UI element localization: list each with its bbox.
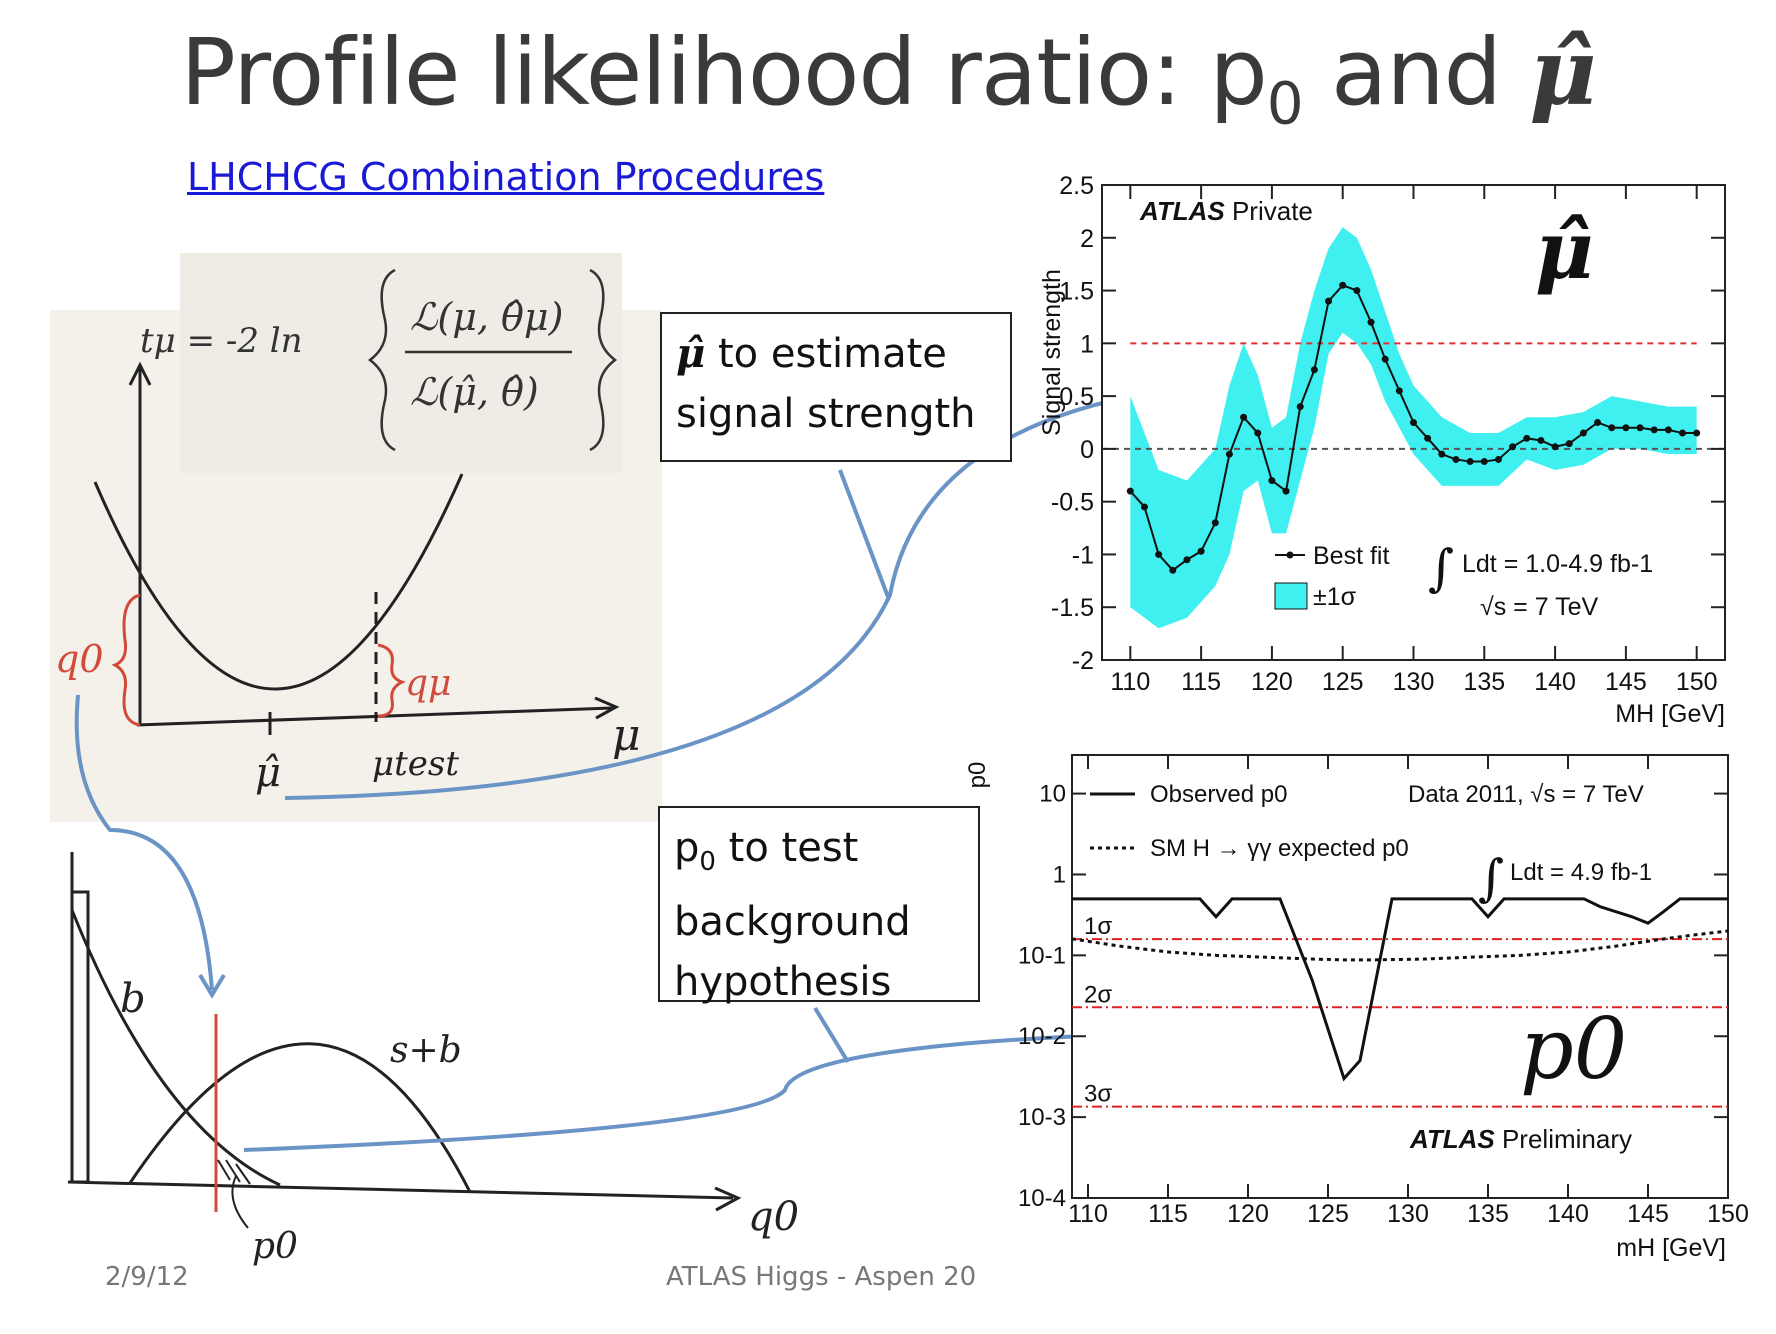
- callout-p0-sub: 0: [699, 847, 716, 877]
- footer-talk-title: ATLAS Higgs - Aspen 20: [666, 1262, 977, 1292]
- p0-callout-pointer: [813, 1006, 850, 1064]
- slide-title: Profile likelihood ratio: p0 and μ̂: [0, 18, 1776, 137]
- qmu-label: qμ: [405, 663, 451, 704]
- tmu-axis-arrow: [128, 361, 152, 386]
- q0-brace: [111, 593, 141, 727]
- formula-lhs: tμ = -2 ln: [140, 321, 303, 361]
- q0-dist-axis: [67, 1180, 734, 1200]
- mu-axis-arrow: [594, 696, 620, 720]
- b-label: b: [120, 976, 146, 1022]
- muhat-callout-pointer: [838, 469, 890, 598]
- p0-shaded-area: [217, 1159, 251, 1185]
- p0-connector: [243, 1028, 1321, 1152]
- callout-p0-p: p: [674, 825, 700, 871]
- formula-brace-right: [589, 268, 618, 452]
- callout-p0-line2: background: [674, 899, 911, 945]
- formula-numerator: ℒ(μ, θ̂μ): [410, 295, 563, 339]
- title-prefix: Profile likelihood ratio: p: [180, 19, 1267, 126]
- callout-p0-rest: to test: [715, 825, 859, 871]
- sb-label: s+b: [390, 1030, 462, 1071]
- formula-paper: [180, 253, 622, 473]
- q0-label: q0: [55, 637, 104, 681]
- q0-to-dist-arrow: [74, 694, 214, 991]
- q0-to-dist-arrowhead: [198, 973, 226, 999]
- formula-brace-left: [367, 268, 396, 452]
- callout-muhat-symbol: μ̂: [676, 330, 706, 377]
- p0-label: p0: [252, 1226, 298, 1267]
- q0-dist-delta-bar: [70, 890, 90, 1184]
- p0-pointer: [231, 1175, 249, 1229]
- mu-axis-label: μ: [612, 710, 641, 761]
- p0-callout: p0 to test background hypothesis: [658, 806, 980, 1005]
- sb-distribution-curve: [128, 1042, 472, 1193]
- callout-muhat-line1: to estimate: [705, 331, 947, 377]
- q0-dist-axis-arrow: [714, 1186, 742, 1212]
- formula-denominator: ℒ(μ̂, θ̂): [410, 370, 539, 414]
- title-sub: 0: [1266, 69, 1304, 138]
- b-distribution-curve: [70, 909, 281, 1187]
- title-muhat: μ̂: [1529, 18, 1596, 126]
- qmu-brace: [377, 643, 406, 718]
- callout-p0-line3: hypothesis: [674, 959, 892, 1005]
- q0-axis-label: q0: [748, 1194, 799, 1240]
- callout-muhat-line2: signal strength: [676, 391, 976, 437]
- muhat-connector: [284, 378, 1321, 800]
- mutest-tick-label: μtest: [372, 744, 459, 784]
- title-mid: and: [1302, 19, 1530, 126]
- tmu-parabola: [93, 473, 464, 691]
- muhat-callout: μ̂ to estimate signal strength: [660, 312, 1012, 462]
- footer-date: 2/9/12: [105, 1262, 189, 1292]
- lhchcg-link[interactable]: LHCHCG Combination Procedures: [187, 155, 825, 199]
- muhat-tick-label: μ̂: [255, 750, 281, 796]
